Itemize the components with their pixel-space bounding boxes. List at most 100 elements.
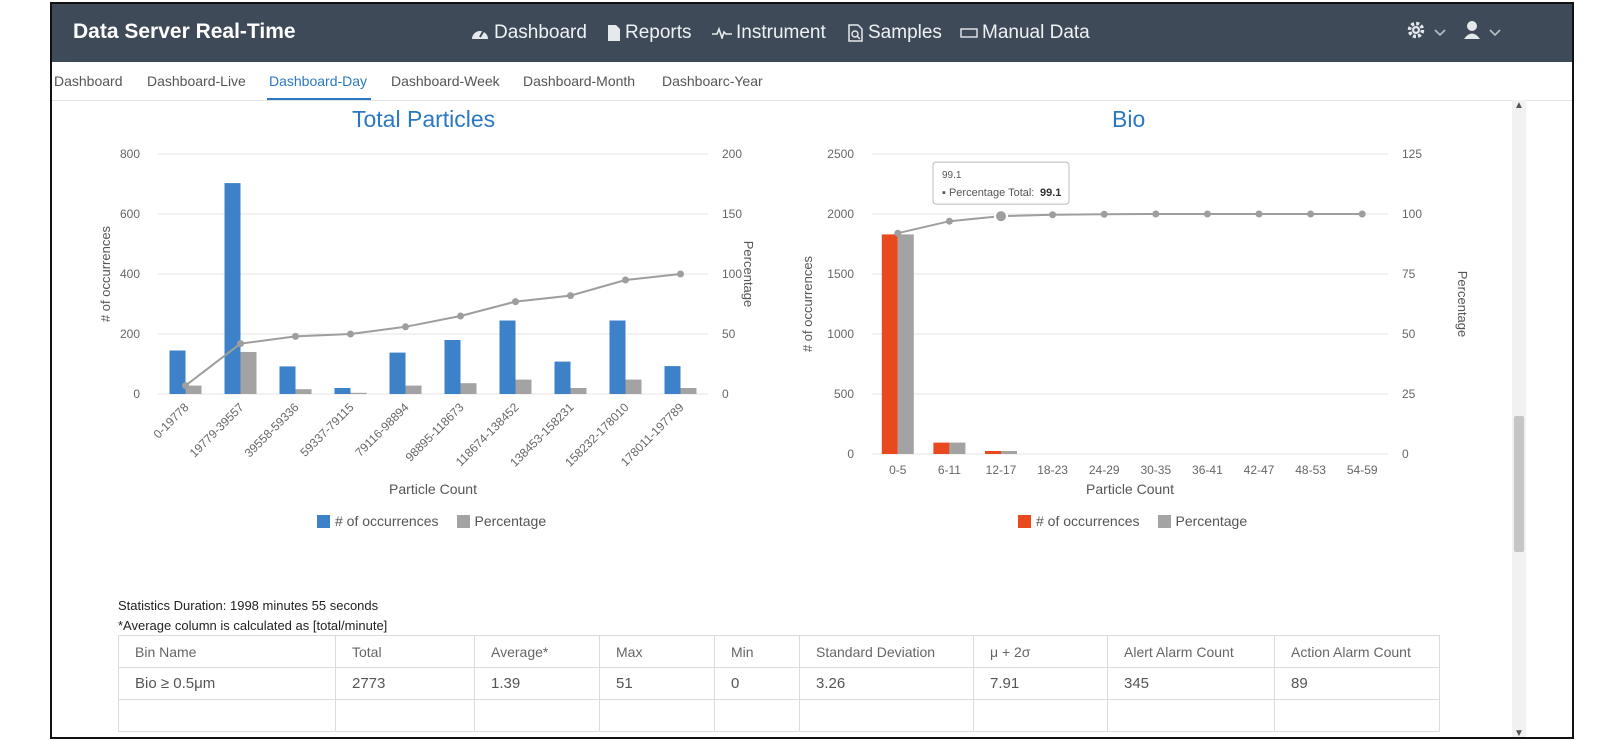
- bar-percentage[interactable]: [625, 379, 642, 394]
- column-header[interactable]: Standard Deviation: [799, 635, 974, 668]
- x-tick-label: 0-5: [889, 463, 907, 477]
- bar-percentage[interactable]: [1001, 451, 1017, 454]
- tab-dashboard-live[interactable]: Dashboard-Live: [147, 73, 246, 89]
- bar-percentage[interactable]: [185, 385, 202, 394]
- line-point[interactable]: [237, 340, 244, 348]
- x-tick-label: 36-41: [1192, 463, 1223, 477]
- bar-percentage[interactable]: [515, 379, 532, 394]
- tab-dashboard[interactable]: Dashboard: [54, 73, 123, 89]
- table-header-row: Bin Name Total Average* Max Min Standard…: [118, 635, 1440, 668]
- line-point[interactable]: [677, 270, 684, 278]
- y2-tick-label: 125: [1402, 147, 1422, 161]
- column-header[interactable]: Action Alarm Count: [1274, 635, 1440, 668]
- nav-manual-data[interactable]: Manual Data: [960, 22, 1090, 44]
- legend-item-occurrences[interactable]: # of occurrences: [317, 513, 439, 529]
- line-point[interactable]: [1255, 210, 1263, 218]
- chart-tooltip: 99.1 ▪ Percentage Total: 99.1: [932, 161, 1070, 205]
- table-cell: 345: [1107, 667, 1275, 700]
- bar-occurrences[interactable]: [389, 352, 406, 394]
- nav-dashboard[interactable]: Dashboard: [470, 22, 587, 44]
- scroll-up-icon[interactable]: ▲: [1514, 100, 1524, 111]
- tab-dashboard-week[interactable]: Dashboard-Week: [391, 73, 500, 89]
- bar-occurrences[interactable]: [609, 320, 626, 395]
- line-point[interactable]: [1049, 211, 1057, 219]
- bar-occurrences[interactable]: [444, 340, 461, 394]
- bar-percentage[interactable]: [949, 442, 966, 454]
- bar-occurrences[interactable]: [499, 320, 516, 395]
- active-tab-indicator: [267, 98, 371, 100]
- line-point[interactable]: [994, 209, 1008, 224]
- bar-occurrences[interactable]: [985, 451, 1001, 454]
- chart-title-total-particles: Total Particles: [352, 106, 496, 132]
- line-point[interactable]: [512, 298, 519, 306]
- statistics-note: *Average column is calculated as [total/…: [118, 618, 388, 633]
- bar-percentage[interactable]: [897, 234, 914, 454]
- top-navbar: Data Server Real-Time Dashboard Reports …: [52, 4, 1572, 62]
- column-header[interactable]: Max: [599, 635, 715, 668]
- bio-chart: 2500 2000 1500 1000 500 0 125 100 75 50 25 0 0-5 6-11…: [800, 147, 1470, 497]
- line-point[interactable]: [894, 229, 902, 237]
- tab-dashboard-month[interactable]: Dashboard-Month: [523, 73, 636, 89]
- column-header[interactable]: μ + 2σ: [973, 635, 1108, 668]
- column-header[interactable]: Min: [714, 635, 800, 668]
- y-tick-label: 400: [120, 267, 140, 281]
- line-point[interactable]: [1100, 210, 1108, 218]
- line-point[interactable]: [347, 330, 354, 338]
- line-point[interactable]: [402, 323, 409, 331]
- line-point[interactable]: [945, 217, 953, 225]
- x-tick-label: 24-29: [1089, 463, 1120, 477]
- nav-instrument[interactable]: Instrument: [712, 22, 826, 44]
- line-point[interactable]: [1358, 210, 1366, 218]
- y2-tick-label: 100: [1402, 207, 1422, 221]
- bar-occurrences[interactable]: [224, 183, 241, 394]
- bar-percentage[interactable]: [570, 388, 587, 394]
- statistics-duration: Statistics Duration: 1998 minutes 55 sec…: [118, 598, 379, 613]
- scrollbar-thumb[interactable]: [1514, 416, 1524, 552]
- settings-menu[interactable]: [1406, 20, 1446, 45]
- chart-legend-total-particles: # of occurrences Percentage: [317, 513, 564, 529]
- line-point[interactable]: [457, 312, 464, 320]
- bar-occurrences[interactable]: [554, 361, 571, 394]
- tab-dashboard-day[interactable]: Dashboard-Day: [269, 73, 368, 89]
- legend-item-percentage[interactable]: Percentage: [456, 513, 546, 529]
- line-point[interactable]: [622, 276, 629, 284]
- y2-tick-label: 0: [722, 387, 729, 401]
- bar-percentage[interactable]: [295, 389, 312, 394]
- bar-occurrences[interactable]: [169, 350, 186, 395]
- y2-tick-label: 75: [1402, 267, 1416, 281]
- nav-samples[interactable]: Samples: [848, 22, 942, 44]
- y-tick-label: 600: [120, 207, 140, 221]
- bar-occurrences[interactable]: [881, 234, 898, 454]
- column-header[interactable]: Total: [335, 635, 475, 668]
- line-point[interactable]: [1203, 210, 1211, 218]
- vertical-scrollbar[interactable]: ▲ ▼: [1512, 100, 1526, 739]
- column-header[interactable]: Bin Name: [118, 635, 336, 668]
- legend-item-occurrences[interactable]: # of occurrences: [1018, 513, 1140, 529]
- y2-tick-label: 25: [1402, 387, 1416, 401]
- bar-occurrences[interactable]: [933, 442, 950, 454]
- line-point[interactable]: [1307, 210, 1315, 218]
- line-point[interactable]: [1152, 210, 1160, 218]
- bar-occurrences[interactable]: [334, 388, 351, 394]
- bar-percentage[interactable]: [405, 385, 422, 394]
- line-point[interactable]: [182, 382, 189, 390]
- tab-dashboard-year[interactable]: Dashboarc-Year: [662, 73, 763, 89]
- table-row: Bio ≥ 0.5μm 2773 1.39 51 0 3.26 7.91 345…: [118, 667, 1440, 700]
- bar-occurrences[interactable]: [279, 366, 296, 394]
- bar-percentage[interactable]: [680, 388, 697, 394]
- file-icon: [607, 24, 621, 42]
- line-point[interactable]: [292, 332, 299, 340]
- line-point[interactable]: [567, 292, 574, 300]
- column-header[interactable]: Alert Alarm Count: [1107, 635, 1275, 668]
- bar-percentage[interactable]: [350, 392, 367, 394]
- bar-percentage[interactable]: [460, 383, 477, 394]
- nav-reports[interactable]: Reports: [607, 22, 692, 44]
- column-header[interactable]: Average*: [474, 635, 600, 668]
- legend-item-percentage[interactable]: Percentage: [1157, 513, 1247, 529]
- user-menu[interactable]: [1463, 20, 1501, 45]
- y2-axis-title: Percentage: [741, 241, 756, 308]
- x-tick-label: 30-35: [1140, 463, 1171, 477]
- scroll-down-icon[interactable]: ▼: [1514, 728, 1524, 739]
- bar-occurrences[interactable]: [664, 366, 681, 394]
- bar-percentage[interactable]: [240, 352, 257, 394]
